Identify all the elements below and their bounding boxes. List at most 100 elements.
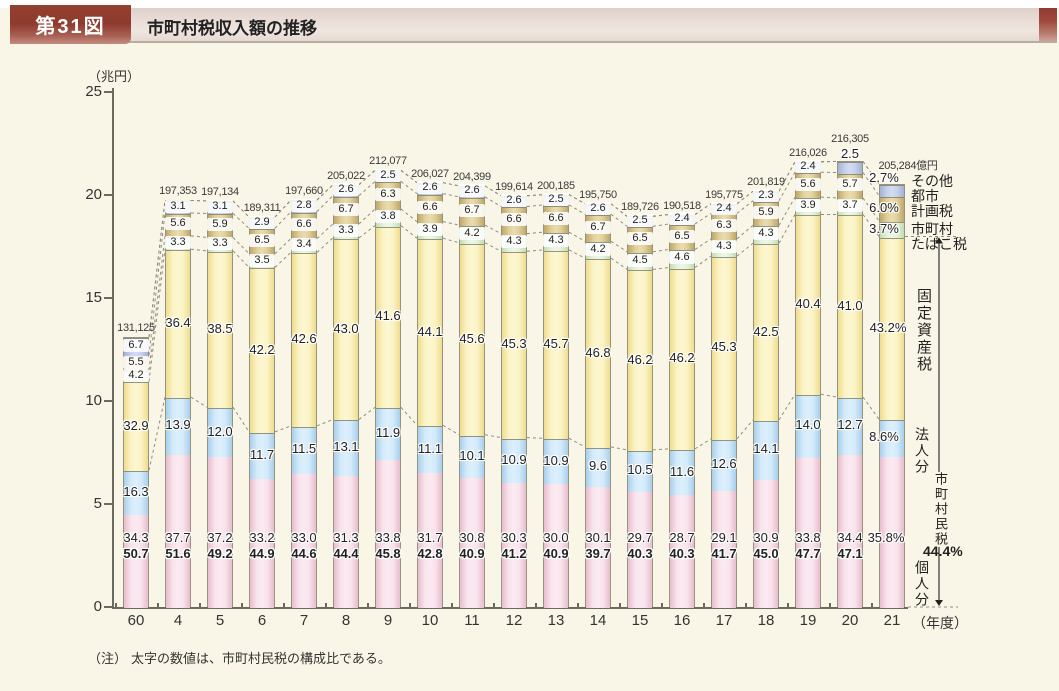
hojin-value: 14.1	[753, 441, 779, 457]
minzei-ratio: 40.9	[543, 546, 569, 561]
sonota-value: 2.9	[249, 215, 275, 229]
tokei-value: 6.6	[291, 218, 317, 232]
x-tick-label-12: 12	[505, 612, 523, 629]
kojin-value: 28.7	[669, 530, 695, 545]
hojin-pct: 8.6%	[869, 429, 899, 445]
y-axis	[112, 88, 114, 608]
sonota-value: 3.1	[207, 200, 233, 214]
tokei-value: 5.9	[207, 218, 233, 232]
minzei-ratio: 44.6	[291, 546, 317, 561]
kojin-value: 34.4	[837, 530, 863, 545]
tabako-pct: 3.7%	[869, 220, 899, 236]
segment-kojin	[544, 484, 568, 608]
figure-number-badge: 第31図	[10, 5, 131, 44]
segment-kotei	[166, 250, 190, 399]
x-axis	[112, 607, 908, 609]
total-label-13: 200,185	[537, 179, 575, 192]
tokei-value: 5.9	[753, 206, 779, 220]
sonota-value: 2.5	[627, 214, 653, 228]
segment-hojin	[418, 426, 442, 474]
hojin-value: 11.9	[375, 425, 401, 441]
hojin-value: 12.0	[207, 423, 233, 439]
legend-koteishisanzei: 固定資産税	[915, 288, 932, 373]
x-tick-mark	[829, 603, 831, 608]
sonota-value: 2.6	[501, 194, 527, 208]
bar-year-11	[459, 185, 485, 608]
x-tick-mark	[577, 603, 579, 608]
segment-kojin	[880, 456, 904, 608]
segment-kojin	[754, 479, 778, 608]
total-label-16: 190,518	[663, 199, 701, 212]
legend-shichosonminzei: 市町村民税	[931, 472, 950, 547]
kotei-pct: 43.2%	[869, 319, 907, 335]
x-tick-label-60: 60	[127, 612, 145, 629]
bar-year-16	[669, 214, 695, 608]
kotei-value: 46.2	[669, 350, 695, 366]
segment-kojin	[460, 478, 484, 608]
total-label-5: 197,134	[201, 185, 239, 198]
total-label-6: 189,311	[243, 202, 281, 215]
tabako-value: 4.6	[669, 251, 695, 265]
figure-number-label: 第31図	[35, 16, 106, 38]
segment-kojin	[166, 454, 190, 608]
x-tick-mark	[703, 603, 705, 608]
x-tick-label-17: 17	[715, 612, 733, 629]
minzei-ratio: 41.7	[711, 546, 737, 561]
kojin-value: 29.1	[711, 530, 737, 545]
hojin-value: 11.5	[291, 441, 317, 457]
segment-kojin	[376, 460, 400, 608]
kotei-value: 45.7	[543, 336, 569, 352]
x-axis-unit: （年度）	[912, 615, 968, 631]
hojin-value: 10.9	[543, 452, 569, 468]
total-label-60: 131,125	[117, 321, 155, 334]
segment-kotei	[544, 250, 568, 440]
hojin-value: 13.9	[165, 417, 191, 433]
segment-kotei	[376, 226, 400, 409]
tabako-value: 4.3	[711, 240, 737, 254]
segment-kojin	[502, 483, 526, 608]
segment-hojin	[796, 395, 820, 458]
x-tick-mark	[325, 603, 327, 608]
tokei-pct: 6.0%	[869, 200, 899, 216]
tabako-value: 3.5	[249, 253, 275, 267]
legend-toshikeikaku-line1: 都市	[911, 188, 939, 204]
minzei-ratio: 47.7	[795, 546, 821, 561]
segment-hojin	[460, 435, 484, 479]
tokei-value: 6.5	[627, 232, 653, 246]
segment-kotei	[712, 257, 736, 440]
legend-tabako-line2: たばこ税	[911, 236, 967, 252]
kotei-value: 38.5	[207, 321, 233, 337]
total-label-10: 206,027	[411, 167, 449, 180]
header-strip	[10, 8, 1057, 43]
sonota-value: 2.8	[291, 198, 317, 212]
kotei-value: 32.9	[123, 417, 149, 433]
tabako-value: 3.9	[795, 198, 821, 212]
kojin-value: 30.9	[753, 530, 779, 545]
segment-hojin	[124, 471, 148, 516]
minzei-ratio: 40.3	[669, 546, 695, 561]
segment-hojin	[502, 438, 526, 484]
tokei-value: 5.6	[165, 217, 191, 231]
sonota-pct: 2.7%	[869, 170, 899, 186]
y-tick-mark	[104, 400, 112, 402]
x-tick-label-21: 21	[883, 612, 901, 629]
segment-hojin	[250, 432, 274, 479]
segment-hojin	[166, 398, 190, 455]
kotei-value: 45.3	[711, 339, 737, 355]
total-label-21: 205,284億円	[878, 160, 938, 173]
y-tick-label: 25	[85, 83, 102, 100]
x-tick-mark	[619, 603, 621, 608]
sonota-value: 2.5	[840, 146, 860, 162]
hojin-value: 14.0	[795, 417, 821, 433]
kotei-value: 46.2	[627, 351, 653, 367]
sonota-value: 2.3	[753, 189, 779, 203]
segment-kotei	[670, 268, 694, 450]
sonota-value: 2.5	[375, 169, 401, 183]
tokei-value: 6.6	[543, 211, 569, 225]
tokei-value: 5.6	[795, 177, 821, 191]
segment-kotei	[250, 268, 274, 433]
segment-hojin	[208, 408, 232, 457]
kojin-pct: 35.8%	[867, 530, 905, 545]
tabako-value: 4.2	[459, 226, 485, 240]
segment-tabako	[880, 221, 904, 238]
